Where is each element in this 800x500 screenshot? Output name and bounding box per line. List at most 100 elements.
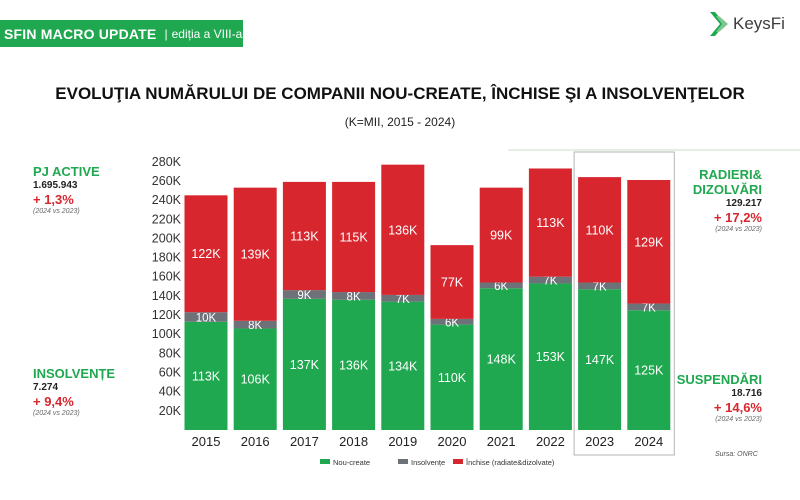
bar-segment [381, 164, 425, 295]
stat-label: SUSPENDĂRI [676, 372, 762, 387]
bar-segment [233, 187, 277, 321]
y-tick-label: 120K [152, 308, 182, 322]
stat-note: (2024 vs 2023) [33, 410, 80, 417]
data-label: 137K [290, 358, 320, 372]
x-tick-label: 2016 [241, 434, 270, 449]
data-label: 8K [248, 320, 262, 332]
x-tick-label: 2017 [290, 434, 319, 449]
y-tick-label: 200K [152, 231, 182, 245]
stat-note: (2024 vs 2023) [715, 416, 762, 423]
bar-segment [578, 282, 622, 290]
data-label: 129K [634, 235, 664, 249]
y-tick-label: 100K [152, 327, 182, 341]
bar-segment [430, 324, 474, 430]
stat-note: (2024 vs 2023) [33, 208, 80, 215]
x-tick-label: 2023 [585, 434, 614, 449]
chart-subtitle: (K=MII, 2015 - 2024) [344, 115, 456, 129]
bar-segment [381, 301, 425, 430]
bar-segment [430, 318, 474, 325]
banner-subtitle: ediția a VIII-a [171, 26, 243, 41]
legend-label: Nou-create [333, 458, 370, 467]
y-tick-label: 20K [159, 404, 182, 418]
data-label: 122K [191, 247, 221, 261]
bar-segment [184, 321, 228, 430]
data-label: 113K [536, 216, 565, 230]
data-label: 115K [339, 230, 368, 244]
data-label: 7K [642, 302, 656, 314]
bar-segment [381, 294, 425, 302]
bar-segment [578, 177, 622, 283]
bar-segment [479, 282, 523, 289]
data-label: 136K [339, 358, 369, 372]
stat-label: PJ ACTIVE [33, 164, 100, 179]
bar-segment [627, 310, 671, 430]
stat-label: DIZOLVĂRI [692, 182, 762, 197]
stat-change: + 9,4% [33, 394, 74, 409]
data-label: 8K [347, 291, 361, 303]
stat-label: INSOLVENȚE [33, 366, 116, 381]
data-label: 136K [388, 223, 418, 237]
data-label: 134K [388, 359, 418, 373]
data-label: 147K [585, 353, 615, 367]
stat-suspendari: SUSPENDĂRI 18.716 + 14,6% (2024 vs 2023) [677, 372, 762, 423]
x-tick-label: 2020 [438, 434, 467, 449]
bar-segment [233, 320, 277, 329]
data-label: 139K [241, 248, 271, 262]
stat-change: + 14,6% [713, 400, 762, 415]
data-label: 7K [543, 276, 557, 288]
data-label: 99K [490, 229, 513, 243]
bar-segment [184, 195, 228, 313]
bar-segment [282, 298, 326, 430]
data-label: 110K [585, 223, 614, 237]
legend-label: Insolvențe [411, 458, 445, 467]
y-tick-label: 140K [152, 289, 182, 303]
bar-segment [627, 179, 671, 304]
legend-swatch [320, 459, 330, 464]
stat-label: RADIERI& [699, 167, 762, 182]
stat-value: 1.695.943 [33, 180, 78, 191]
legend-swatch [453, 459, 463, 464]
y-tick-label: 40K [159, 385, 182, 399]
stat-value: 18.716 [731, 388, 762, 399]
data-label: 125K [634, 364, 664, 378]
stat-change: + 17,2% [713, 210, 762, 225]
data-label: 6K [445, 317, 459, 329]
highlight-box [573, 151, 675, 456]
x-tick-label: 2021 [487, 434, 516, 449]
bar-segment [528, 168, 572, 277]
data-label: 113K [290, 230, 319, 244]
x-tick-label: 2024 [634, 434, 663, 449]
stat-insolvente: INSOLVENȚE 7.274 + 9,4% (2024 vs 2023) [33, 366, 115, 417]
bar-segment [282, 181, 326, 291]
company-logo: KeysFi [708, 10, 785, 38]
bar-segment [528, 283, 572, 430]
y-tick-label: 240K [152, 193, 182, 207]
header-banner: SFIN MACRO UPDATE | ediția a VIII-a [0, 20, 243, 47]
logo-text: KeysFi [733, 14, 785, 33]
legend-label: Închise (radiate&dizolvate) [465, 458, 555, 467]
stat-value: 7.274 [33, 382, 59, 393]
data-label: 9K [297, 290, 311, 302]
bar-segment [233, 328, 277, 430]
bar-segment [627, 303, 671, 311]
bar-segment [332, 292, 376, 300]
bar-segment [282, 290, 326, 299]
divider-line [508, 149, 800, 151]
data-label: 113K [192, 369, 221, 383]
data-label: 148K [487, 353, 517, 367]
logo-arrows-icon [710, 12, 728, 36]
data-label: 77K [441, 276, 464, 290]
data-label: 106K [241, 373, 271, 387]
source-note: Sursa: ONRC [715, 451, 758, 458]
x-tick-label: 2018 [339, 434, 368, 449]
legend-swatch [398, 459, 408, 464]
y-tick-label: 260K [152, 174, 182, 188]
bar-segment [578, 289, 622, 430]
y-tick-label: 160K [152, 270, 182, 284]
bar-segment [332, 181, 376, 293]
bar-segment [528, 276, 572, 284]
bar-segment [184, 312, 228, 322]
x-tick-label: 2022 [536, 434, 565, 449]
data-label: 7K [593, 281, 607, 293]
